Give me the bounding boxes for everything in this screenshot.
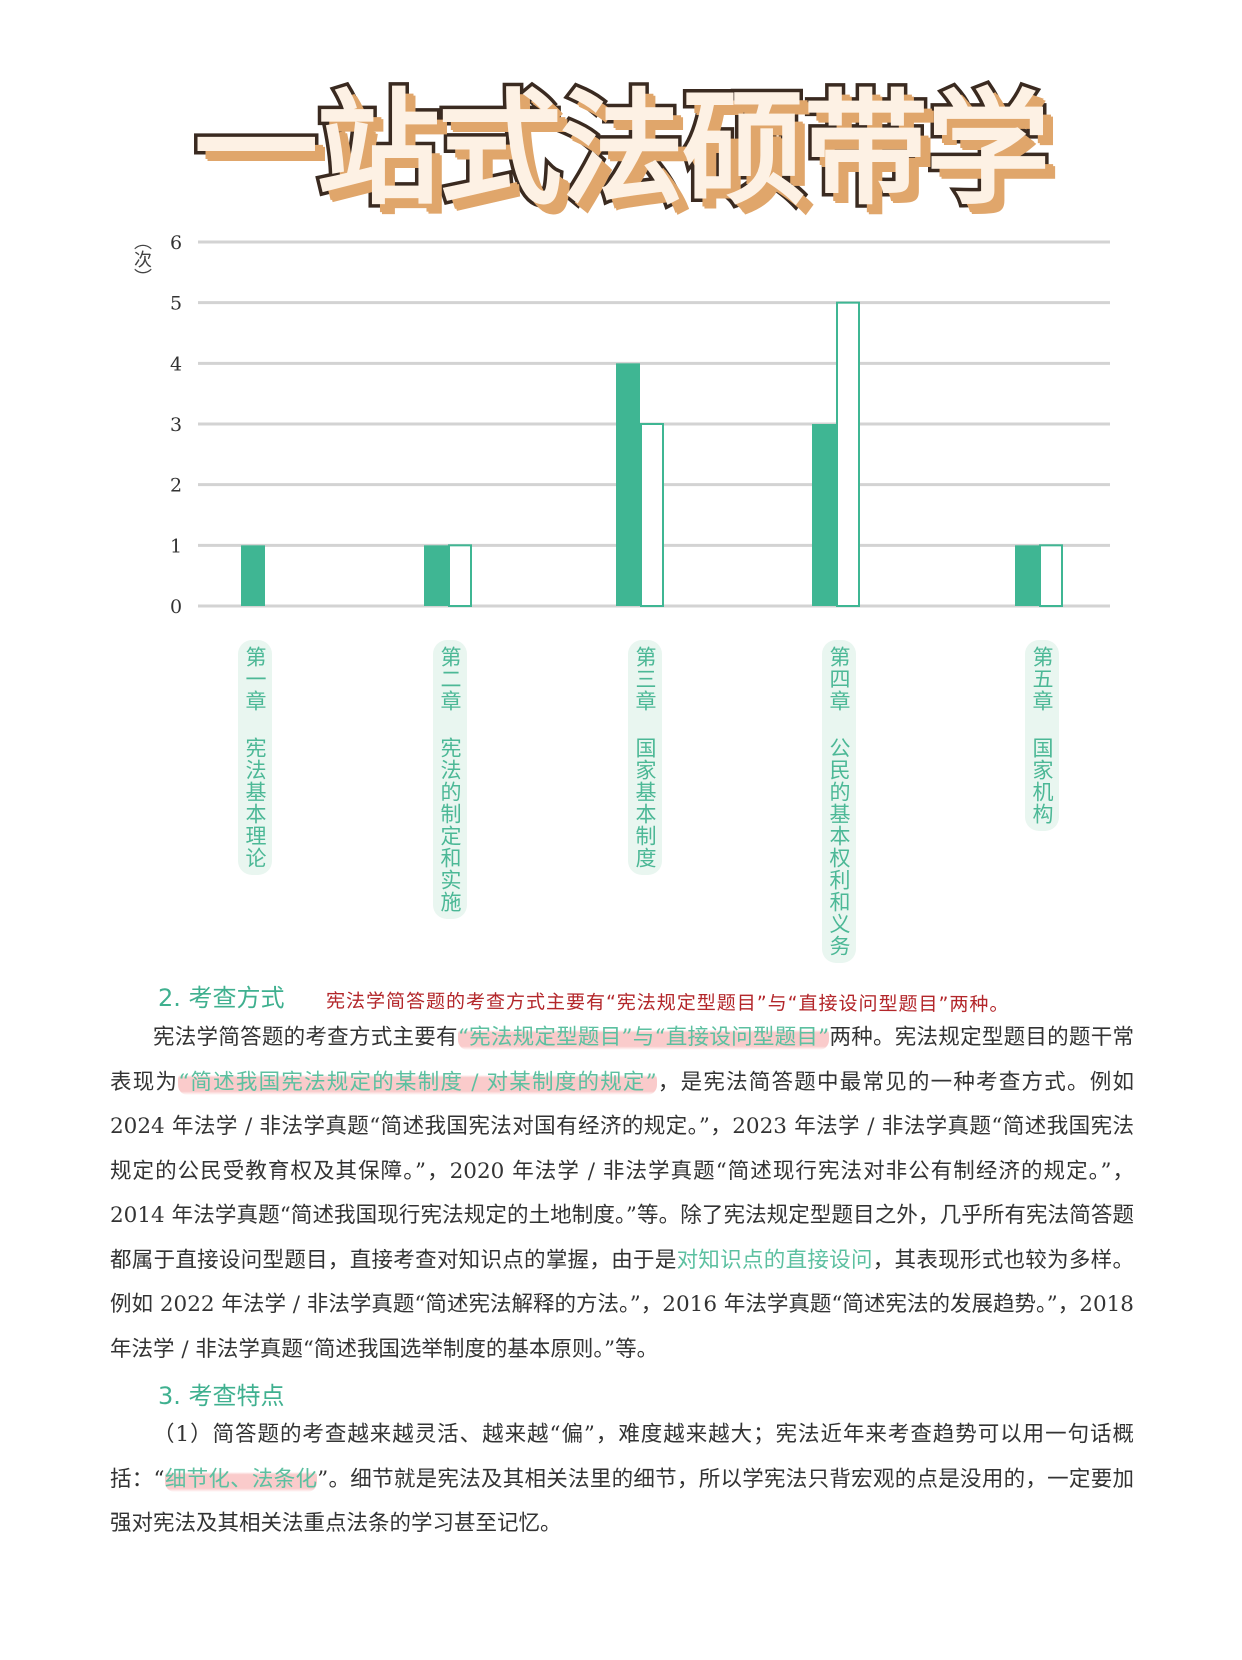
section-heading-exam-method: 2. 考查方式 bbox=[158, 984, 285, 1012]
bar-filled-1 bbox=[241, 545, 265, 606]
page-title: 一站式法硕带学 bbox=[190, 75, 1053, 226]
highlighted-text: 细节化、法条化 bbox=[164, 1466, 318, 1492]
bar-chart: 0 1 2 3 4 5 6 bbox=[170, 232, 1110, 618]
text-segment: 宪法学简答题的考查方式主要有 bbox=[153, 1025, 458, 1050]
bar-outline-4 bbox=[836, 301, 860, 608]
text-segment: ，其表现形式也较为多样。例如 2022 年法学 / 非法学真题“简述宪法解释的方… bbox=[110, 1247, 1134, 1362]
x-tick-label: 第五章 国家机构 bbox=[1025, 640, 1059, 831]
bar-outline-5 bbox=[1039, 544, 1063, 608]
x-tick-label: 第一章 宪法基本理论 bbox=[238, 640, 272, 875]
highlighted-text: “简述我国宪法规定的某制度 / 对某制度的规定” bbox=[178, 1069, 657, 1095]
x-tick-label: 第二章 宪法的制定和实施 bbox=[433, 640, 467, 919]
paragraph-exam-method: 宪法学简答题的考查方式主要有“宪法规定型题目”与“直接设问型题目”两种。宪法规定… bbox=[110, 1016, 1134, 1372]
text-segment: ，是宪法简答题中最常见的一种考查方式。例如 2024 年法学 / 非法学真题“简… bbox=[110, 1069, 1134, 1273]
bar-outline-3 bbox=[640, 423, 664, 607]
x-tick-label: 第四章 公民的基本权利和义务 bbox=[822, 640, 856, 963]
text-segment: ”。细节就是宪法及其相关法里的细节，所以学宪法只背宏观的点是没用的，一定要加强对… bbox=[110, 1466, 1134, 1537]
highlighted-text: “宪法规定型题目”与“直接设问型题目” bbox=[457, 1025, 830, 1050]
text-segment: （1）简答题的考查越来越灵活、越来越“偏”，难度越来越大；宪法近年来考查趋势可以… bbox=[110, 1422, 1134, 1492]
y-tick-label: 2 bbox=[170, 475, 182, 497]
y-axis-unit: （次） bbox=[131, 232, 152, 286]
text-segment: 两种。宪法规定型题目的题干常表现为 bbox=[110, 1025, 1134, 1095]
bar-outline-2 bbox=[448, 544, 472, 608]
bar-filled-5 bbox=[1015, 545, 1039, 606]
y-tick-label: 4 bbox=[170, 353, 182, 375]
y-tick-label: 1 bbox=[170, 535, 182, 557]
y-tick-label: 3 bbox=[170, 414, 182, 436]
y-tick-label: 0 bbox=[170, 596, 182, 618]
y-tick-label: 6 bbox=[170, 232, 182, 254]
bar-filled-4 bbox=[812, 424, 836, 606]
handwritten-note: 宪法学简答题的考查方式主要有“宪法规定型题目”与“直接设问型题目”两种。 bbox=[325, 990, 1010, 1016]
paragraph-exam-features: （1）简答题的考查越来越灵活、越来越“偏”，难度越来越大；宪法近年来考查趋势可以… bbox=[110, 1413, 1134, 1547]
x-tick-label: 第三章 国家基本制度 bbox=[628, 640, 662, 875]
highlighted-text: 对知识点的直接设问 bbox=[676, 1247, 873, 1273]
bar-filled-2 bbox=[424, 545, 448, 606]
bar-filled-3 bbox=[616, 363, 640, 606]
section-heading-exam-features: 3. 考查特点 bbox=[158, 1382, 285, 1410]
y-tick-label: 5 bbox=[170, 293, 182, 315]
